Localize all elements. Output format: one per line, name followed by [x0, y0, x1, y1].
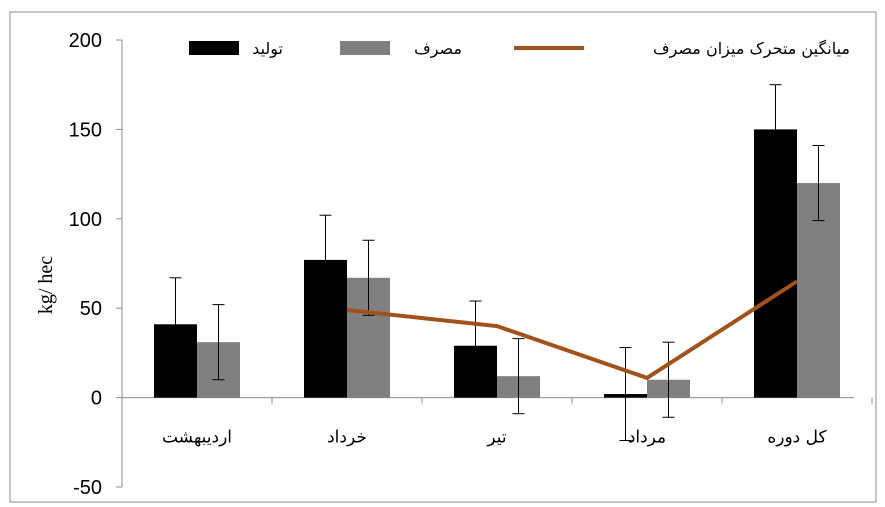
x-tick-label: تیر	[486, 428, 507, 448]
x-tick-label: اردیبهشت	[162, 428, 232, 448]
y-tick-label: 150	[69, 119, 102, 141]
x-tick-label: مرداد	[628, 428, 666, 448]
legend: تولید مصرف میانگین متحرک میزان مصرف	[189, 39, 850, 59]
lines	[346, 279, 799, 380]
chart-border	[9, 11, 877, 503]
legend-swatch	[189, 41, 239, 55]
y-tick-label: 0	[91, 388, 102, 410]
y-tick-label: 100	[69, 209, 102, 231]
axes: -50 0 50 100 150 200 اردیبهشت خرداد تیر مرداد کل د…	[69, 30, 873, 499]
y-tick-label: -50	[73, 477, 102, 499]
x-tick-label: کل دوره	[767, 428, 827, 448]
y-axis-title: kg/ hec	[35, 256, 57, 314]
x-tick-label: خرداد	[327, 428, 367, 448]
legend-label: مصرف	[414, 39, 462, 59]
legend-label: میانگین متحرک میزان مصرف	[653, 39, 850, 59]
error-bars	[169, 84, 825, 442]
legend-label: تولید	[252, 39, 283, 59]
y-tick-label: 50	[80, 298, 102, 320]
legend-swatch	[340, 41, 390, 55]
series-line	[346, 279, 799, 380]
y-tick-label: 200	[69, 30, 102, 52]
